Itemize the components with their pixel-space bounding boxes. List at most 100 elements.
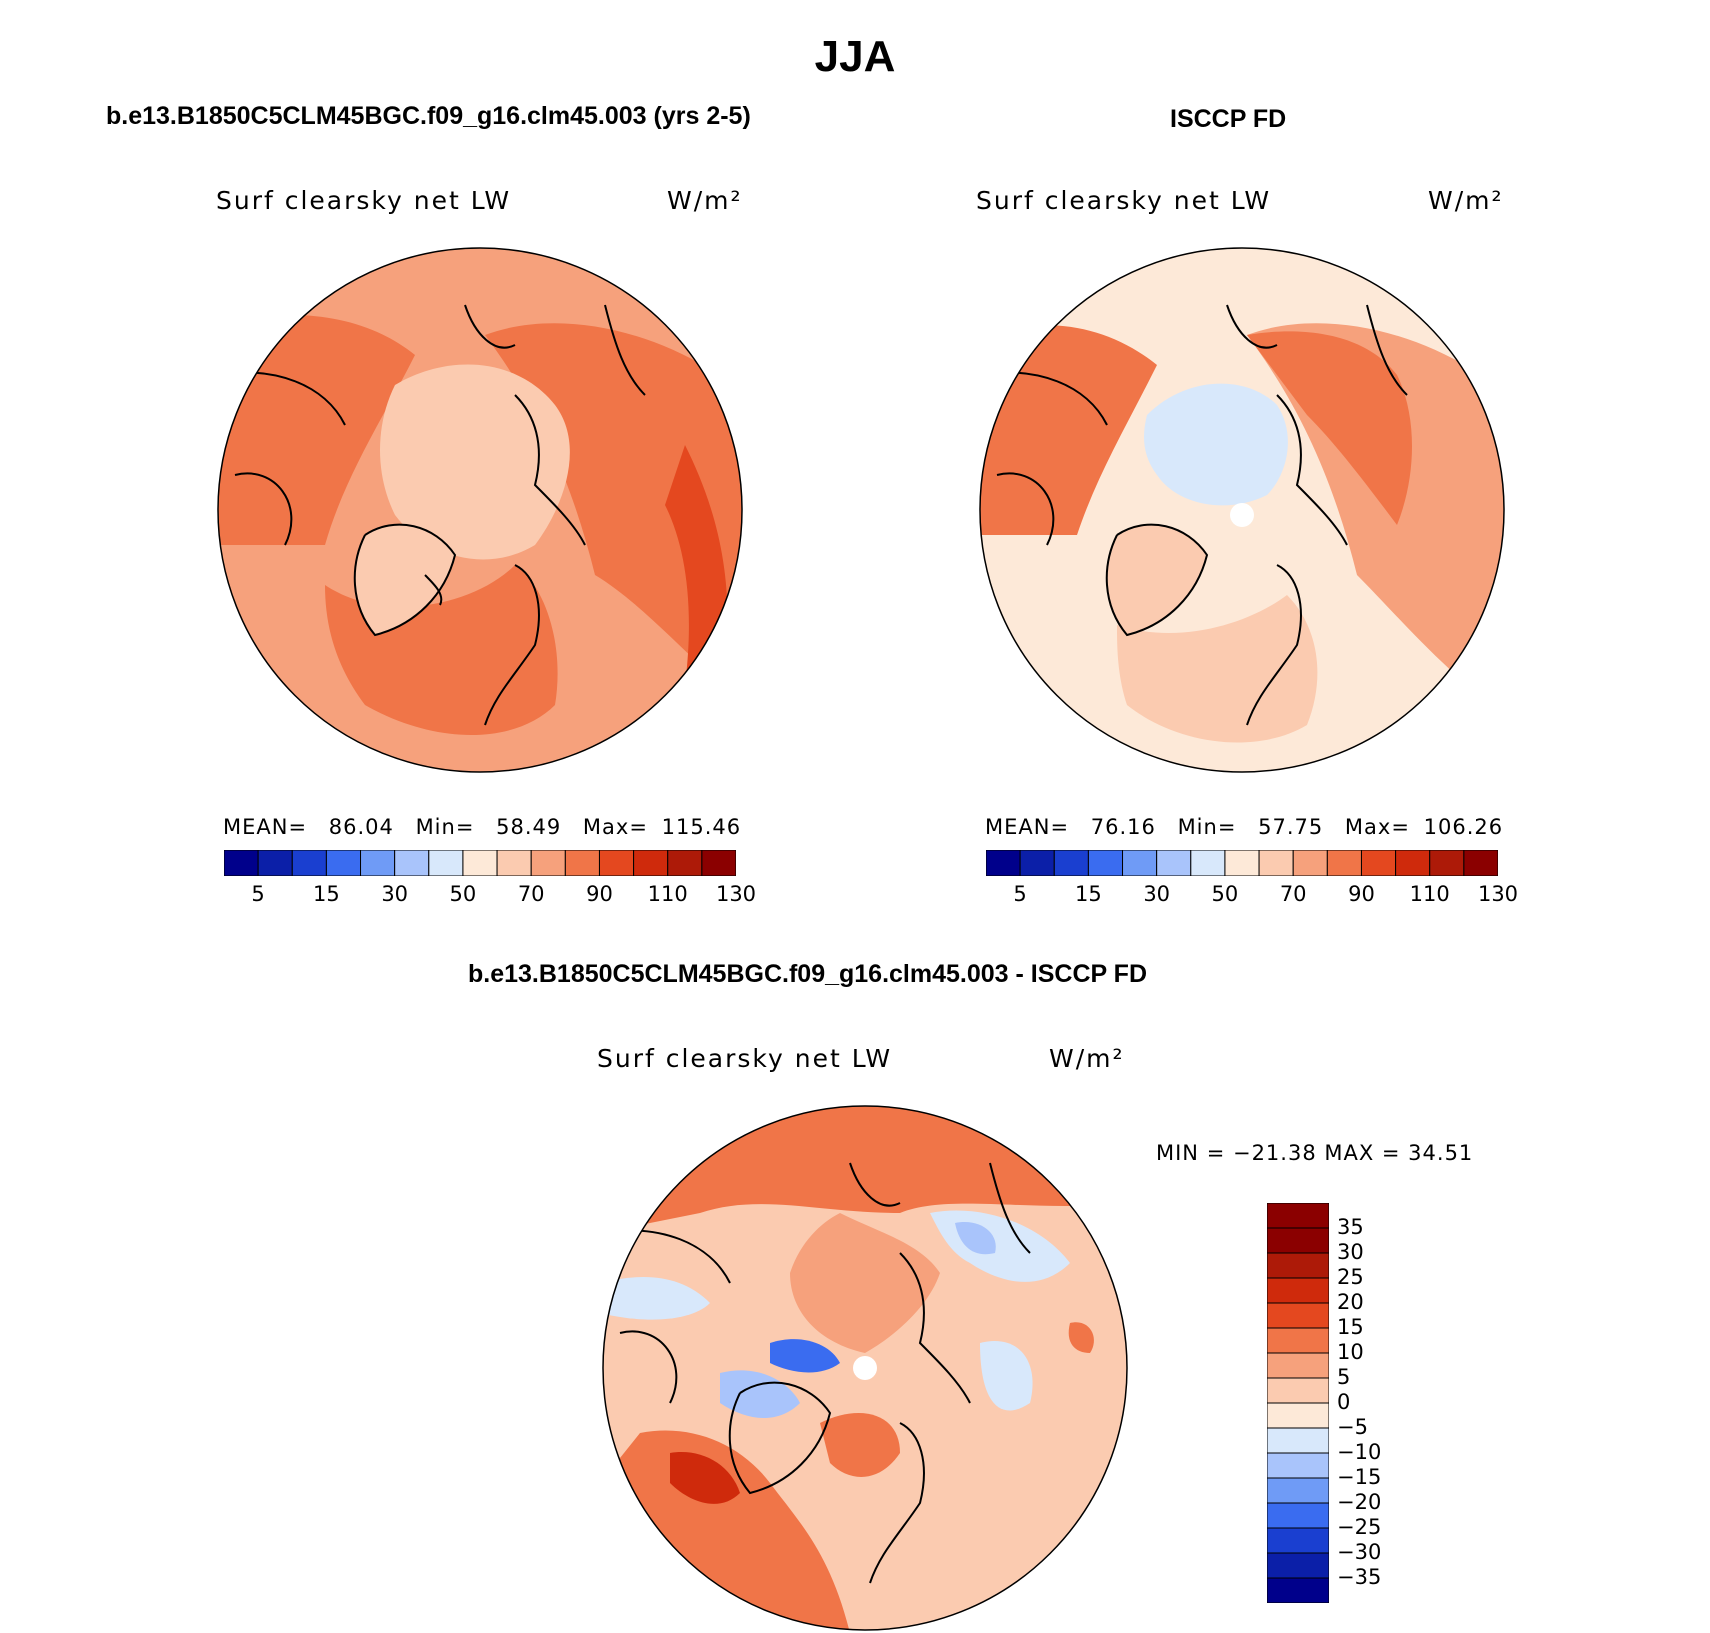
panel-1-coastlines <box>218 304 646 726</box>
colorbar-2-swatch <box>1019 850 1055 876</box>
colorbar-2-swatch <box>1463 850 1498 876</box>
panel-2-arctic-field <box>1144 383 1288 506</box>
panel-1-max-label: Max= <box>582 815 648 839</box>
panel-2-map-border <box>979 247 1505 773</box>
colorbar-2-tick-label: 90 <box>1348 882 1375 906</box>
colorbar-2-swatch <box>1190 850 1226 876</box>
panel-1-greenland-field <box>354 524 455 635</box>
colorbar-1-swatch <box>428 850 464 876</box>
colorbar-3-tick-label: −30 <box>1337 1540 1382 1564</box>
panel-2-title: ISCCP FD <box>1170 105 1287 133</box>
colorbar-3-swatch <box>1267 1477 1329 1504</box>
colorbar-1-swatch <box>291 850 327 876</box>
colorbar-3-tick-label: −25 <box>1337 1515 1382 1539</box>
colorbar-1-tick-label: 30 <box>381 882 409 906</box>
colorbar-2-tick-label: 50 <box>1211 882 1239 906</box>
colorbar-1-swatch <box>598 850 635 876</box>
panel-2-max-label: Max= <box>1344 815 1410 839</box>
panel-3-difference-map <box>602 1105 1128 1631</box>
panel-1-min-label: Min= <box>415 815 475 839</box>
colorbar-2-swatch <box>1156 850 1192 876</box>
colorbar-1-swatch <box>667 850 703 876</box>
colorbar-3-swatch <box>1267 1527 1329 1554</box>
panel-3-cool-field-europe <box>980 1341 1033 1411</box>
panel-1-arctic-field <box>380 364 570 560</box>
colorbar-3-swatch <box>1267 1552 1329 1579</box>
colorbar-1-tick-label: 90 <box>586 882 613 906</box>
colorbar-1-swatch <box>360 850 396 876</box>
colorbar-1-tick-label: 5 <box>251 882 265 906</box>
panel-3-arctic-field <box>790 1213 940 1353</box>
panel-1-stats: MEAN= 86.04 Min= 58.49 Max= 115.46 <box>223 815 741 839</box>
panel-2-colorbar <box>986 850 1498 876</box>
panel-3-minmax: MIN = −21.38 MAX = 34.51 <box>1156 1141 1474 1165</box>
colorbar-2-tick-label: 70 <box>1279 882 1307 906</box>
panel-2-greenland-field <box>1106 524 1207 635</box>
colorbar-3-tick-label: 25 <box>1337 1265 1364 1289</box>
colorbar-2-tick-label: 110 <box>1409 882 1450 906</box>
panel-2-pacific-field <box>980 325 1157 535</box>
colorbar-1-tick-label: 130 <box>715 882 757 906</box>
panel-3-hot-field-greenland <box>670 1452 740 1504</box>
colorbar-1-swatch <box>462 850 498 876</box>
colorbar-1-swatch <box>530 850 566 876</box>
panel-3-warm-spot <box>1068 1322 1094 1353</box>
panel-3-warm-field-central <box>820 1413 900 1477</box>
colorbar-3-tick-label: 30 <box>1337 1240 1364 1264</box>
colorbar-1-swatch <box>224 850 259 876</box>
colorbar-3-tick-label: −10 <box>1337 1440 1382 1464</box>
figure-title: JJA <box>814 32 896 81</box>
panel-3-cool-field-pacific <box>603 1277 710 1320</box>
panel-1-colorbar <box>224 850 736 876</box>
colorbar-3-swatch <box>1267 1502 1329 1529</box>
panel-3-variable-label: Surf clearsky net LW <box>597 1044 893 1073</box>
panel-2-stats: MEAN= 76.16 Min= 57.75 Max= 106.26 <box>985 815 1503 839</box>
colorbar-3-tick-label: −20 <box>1337 1490 1382 1514</box>
colorbar-3-swatch <box>1267 1302 1329 1329</box>
panel-2-max-value: 106.26 <box>1423 815 1504 839</box>
colorbar-1-swatch <box>394 850 430 876</box>
panel-1-pacific-field <box>218 315 415 545</box>
panel-3-pole-gap <box>853 1356 877 1380</box>
colorbar-3-swatch <box>1267 1427 1329 1454</box>
colorbar-1-tick-label: 110 <box>647 882 688 906</box>
colorbar-1-swatch <box>325 850 362 876</box>
colorbar-2-tick-label: 30 <box>1143 882 1171 906</box>
panel-2-mean-value: 76.16 <box>1090 815 1156 839</box>
colorbar-3-tick-label: 20 <box>1337 1290 1364 1314</box>
panel-1-units-label: W/m² <box>667 186 743 215</box>
colorbar-2-swatch <box>986 850 1021 876</box>
colorbar-3-swatch <box>1267 1402 1329 1429</box>
colorbar-2-swatch <box>1429 850 1465 876</box>
panel-2-variable-label: Surf clearsky net LW <box>976 186 1272 215</box>
colorbar-1-swatch <box>257 850 293 876</box>
colorbar-3-tick-label: 0 <box>1337 1390 1351 1414</box>
panel-3-coastlines <box>603 1162 1031 1584</box>
colorbar-3-swatch <box>1267 1252 1329 1279</box>
colorbar-3-swatch <box>1267 1352 1329 1379</box>
colorbar-2-swatch <box>1122 850 1158 876</box>
panel-1-map-border <box>217 247 743 773</box>
colorbar-3-tick-label: −5 <box>1337 1415 1368 1439</box>
colorbar-2-tick-label: 130 <box>1477 882 1519 906</box>
colorbar-1-swatch <box>633 850 669 876</box>
colorbar-3-swatch <box>1267 1227 1329 1254</box>
colorbar-1-swatch <box>564 850 600 876</box>
panel-1-variable-label: Surf clearsky net LW <box>216 186 512 215</box>
colorbar-2-swatch <box>1224 850 1260 876</box>
colorbar-2-tick-label: 5 <box>1013 882 1027 906</box>
colorbar-3-swatch <box>1267 1577 1329 1603</box>
colorbar-1-tick-label: 50 <box>449 882 477 906</box>
panel-3-colorbar <box>1267 1203 1329 1603</box>
panel-3-cold-field-siberia <box>955 1222 996 1255</box>
colorbar-3-tick-label: 15 <box>1337 1315 1364 1339</box>
panel-3-units-label: W/m² <box>1049 1044 1125 1073</box>
colorbar-3-swatch <box>1267 1377 1329 1404</box>
panel-2-polar-map <box>979 247 1505 773</box>
colorbar-3-tick-label: −35 <box>1337 1565 1382 1589</box>
panel-1-polar-map <box>217 247 743 773</box>
panel-1-mean-label: MEAN= <box>223 815 308 839</box>
panel-1-hot-field <box>665 445 728 685</box>
panel-2-min-label: Min= <box>1177 815 1237 839</box>
panel-2-atlantic-field <box>1117 595 1318 743</box>
